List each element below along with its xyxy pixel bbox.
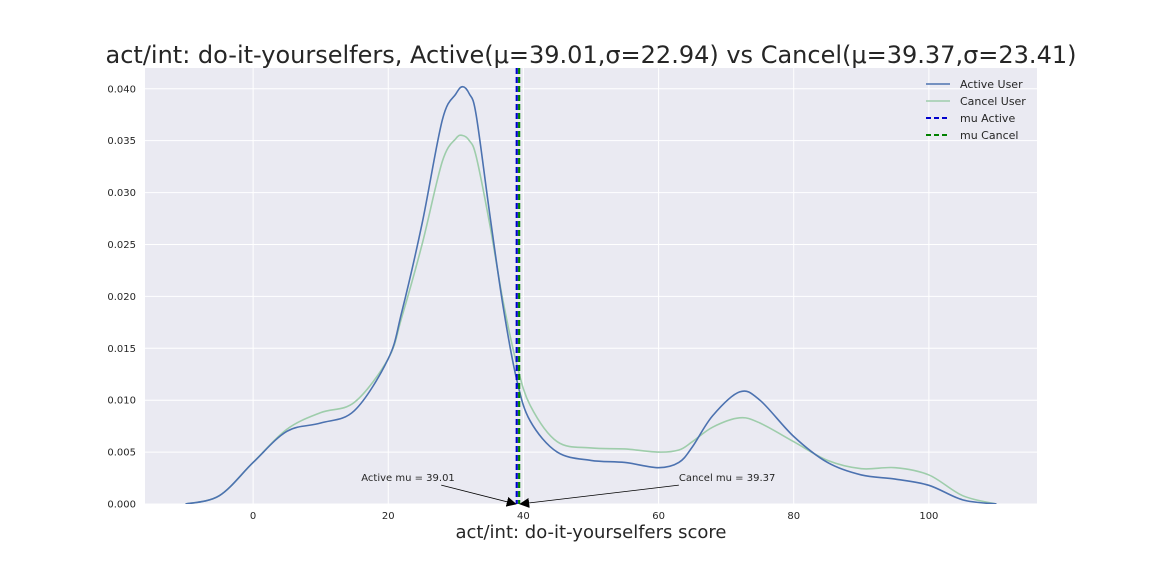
y-tick-label: 0.005 bbox=[107, 448, 136, 459]
legend-entry-label: mu Cancel bbox=[960, 129, 1018, 142]
x-tick-label: 0 bbox=[250, 511, 256, 522]
y-tick-label: 0.030 bbox=[107, 188, 136, 199]
x-tick-label: 20 bbox=[382, 511, 395, 522]
y-tick-label: 0.040 bbox=[107, 84, 136, 95]
legend: Active User Cancel User mu Active mu Cancel bbox=[926, 78, 1026, 142]
x-tick-label: 60 bbox=[652, 511, 665, 522]
x-tick-label: 80 bbox=[787, 511, 800, 522]
annotations: Active mu = 39.01 Cancel mu = 39.37 bbox=[361, 473, 776, 508]
annotation-label: Cancel mu = 39.37 bbox=[679, 473, 776, 484]
plot-area bbox=[145, 68, 1037, 504]
legend-entry-label: Active User bbox=[960, 78, 1023, 91]
annotation-arrow bbox=[519, 484, 679, 508]
x-tick-label: 100 bbox=[919, 511, 938, 522]
chart-title: act/int: do-it-yourselfers, Active(μ=39.… bbox=[106, 41, 1077, 69]
y-tick-label: 0.015 bbox=[107, 344, 136, 355]
y-tick-label: 0.025 bbox=[107, 240, 136, 251]
x-tick-label: 40 bbox=[517, 511, 530, 522]
y-tick-label: 0.020 bbox=[107, 292, 136, 303]
x-axis-label: act/int: do-it-yourselfers score bbox=[455, 522, 726, 543]
series-line-cancel-user bbox=[185, 134, 997, 504]
x-ticks: 0 20 40 60 80 100 bbox=[250, 511, 938, 522]
annotation-label: Active mu = 39.01 bbox=[361, 473, 455, 484]
y-tick-label: 0.010 bbox=[107, 396, 136, 407]
mean-lines bbox=[515, 68, 521, 504]
legend-entry-label: Cancel User bbox=[960, 95, 1026, 108]
y-ticks: 0.000 0.005 0.010 0.015 0.020 0.025 0.030 0.035… bbox=[107, 84, 136, 510]
legend-entry-label: mu Active bbox=[960, 112, 1015, 125]
y-tick-label: 0.035 bbox=[107, 136, 136, 147]
annotation-arrow bbox=[441, 484, 517, 507]
grid bbox=[145, 68, 1037, 505]
y-tick-label: 0.000 bbox=[107, 500, 136, 511]
